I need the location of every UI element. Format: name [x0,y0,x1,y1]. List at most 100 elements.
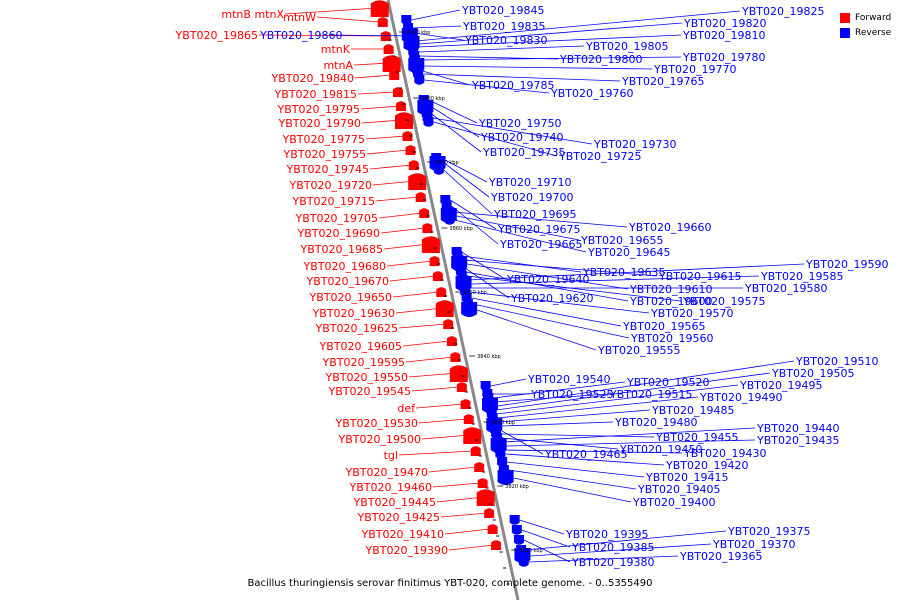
reverse-leader-line [422,70,471,86]
reverse-gene-label: YBT020_19560 [630,332,713,345]
reverse-gene-label: YBT020_19450 [619,443,702,456]
forward-leader-line [360,105,399,110]
forward-leader-line [392,291,440,298]
forward-gene [470,446,481,456]
forward-leader-line [380,227,426,234]
reverse-gene [444,215,455,225]
reverse-leader-line [501,437,619,450]
reverse-leader-line [470,291,650,314]
reverse-gene-label: YBT020_19495 [739,379,822,392]
forward-leader-line [369,164,412,170]
forward-gene [432,271,443,281]
forward-gene-label: YBT020_19390 [365,544,448,557]
reverse-gene [401,15,412,25]
forward-leader-line [408,372,457,378]
forward-gene [421,236,440,253]
reverse-gene [514,535,524,545]
reverse-gene-label: YBT020_19760 [550,87,633,100]
reverse-gene-label: YBT020_19765 [621,75,704,88]
scale-marks: 3890 kbp 3880 kbp 3870 kbp 3860 kbp 3850 kbp… [388,30,543,585]
reverse-gene [518,557,529,567]
reverse-leader-line [507,461,645,478]
reverse-leader-line [431,113,482,153]
reverse-leader-line [424,79,550,94]
reverse-gene [511,525,522,535]
forward-gene [446,336,457,346]
reverse-gene-label: YBT020_19485 [651,404,734,417]
forward-gene-label: mtnW [283,11,316,24]
reverse-genes [401,15,531,567]
reverse-leader-line [493,381,626,399]
forward-gene-label: YBT020_19500 [338,433,421,446]
forward-gene-label: YBT020_19670 [306,275,389,288]
forward-gene [392,87,403,97]
reverse-leader-line [432,117,593,145]
forward-gene [474,462,485,472]
forward-genes [370,0,502,550]
forward-gene-label: YBT020_19745 [286,163,369,176]
reverse-leader-line [497,396,699,419]
forward-leader-line [375,196,419,202]
forward-gene-label: YBT020_19470 [345,466,428,479]
reverse-gene [433,165,444,175]
reverse-gene [480,381,491,391]
reverse-gene-label: YBT020_19660 [628,221,711,234]
forward-gene [456,382,467,392]
reverse-gene-label: YBT020_19675 [497,223,580,236]
reverse-leader-line [428,99,478,124]
forward-gene [380,31,391,41]
reverse-leader-line [433,121,558,157]
reverse-gene-label: YBT020_19465 [544,448,627,461]
reverse-gene-label: YBT020_19735 [482,146,565,159]
reverse-gene-label: YBT020_19640 [506,273,589,286]
legend-label-reverse: Reverse [855,27,892,38]
genome-caption: Bacillus thuringiensis serovar finitimus… [247,578,653,589]
forward-leader-line [378,212,423,219]
reverse-gene-label: YBT020_19405 [637,483,720,496]
reverse-gene-label: YBT020_19820 [683,17,766,30]
forward-gene-label: YBT020_19715 [292,195,375,208]
reverse-gene-label: YBT020_19480 [614,416,697,429]
reverse-leader-line [419,56,682,61]
scale-label: 3890 kbp [407,30,431,36]
scale-label: 3850 kbp [463,290,487,296]
forward-leader-line [361,119,403,124]
forward-gene [389,70,400,80]
forward-leader-line [402,340,450,347]
forward-leader-line [405,356,454,363]
reverse-gene-label: YBT020_19440 [756,422,839,435]
forward-gene-label: YBT020_19705 [295,212,378,225]
reverse-leader-line [519,519,565,535]
forward-leader-line [444,528,491,535]
reverse-leader-line [472,303,630,339]
reverse-gene-label: YBT020_19520 [626,376,709,389]
forward-gene [429,256,440,266]
forward-gene [463,414,474,424]
forward-leader-line [398,450,474,456]
reverse-gene-label: YBT020_19665 [499,238,582,251]
reverse-leader-line [411,9,461,21]
reverse-gene-label: YBT020_19830 [464,34,547,47]
forward-leader-line [365,135,406,140]
reverse-gene-label: YBT020_19845 [461,4,544,17]
forward-gene [491,540,502,550]
forward-gene-label: tgl [384,449,398,462]
forward-gene [487,524,498,534]
reverse-gene [497,470,514,485]
forward-gene-label: YBT020_19720 [289,179,372,192]
forward-gene-label: YBT020_19530 [335,417,418,430]
reverse-gene-label: YBT020_19525 [530,388,613,401]
reverse-leader-line [513,477,632,503]
reverse-gene-label: YBT020_19515 [609,388,692,401]
forward-gene [436,287,447,297]
reverse-leader-line [528,555,679,563]
legend: Forward Reverse [840,10,891,40]
reverse-gene-label: YBT020_19700 [490,191,573,204]
legend-swatch-reverse [840,27,850,38]
reverse-leader-line [496,384,739,415]
forward-leader-line [415,403,464,409]
reverse-gene-label: YBT020_19490 [699,391,782,404]
reverse-gene-label: YBT020_19780 [682,51,765,64]
reverse-gene-label: YBT020_19805 [585,40,668,53]
reverse-gene-label: YBT020_19655 [580,234,663,247]
